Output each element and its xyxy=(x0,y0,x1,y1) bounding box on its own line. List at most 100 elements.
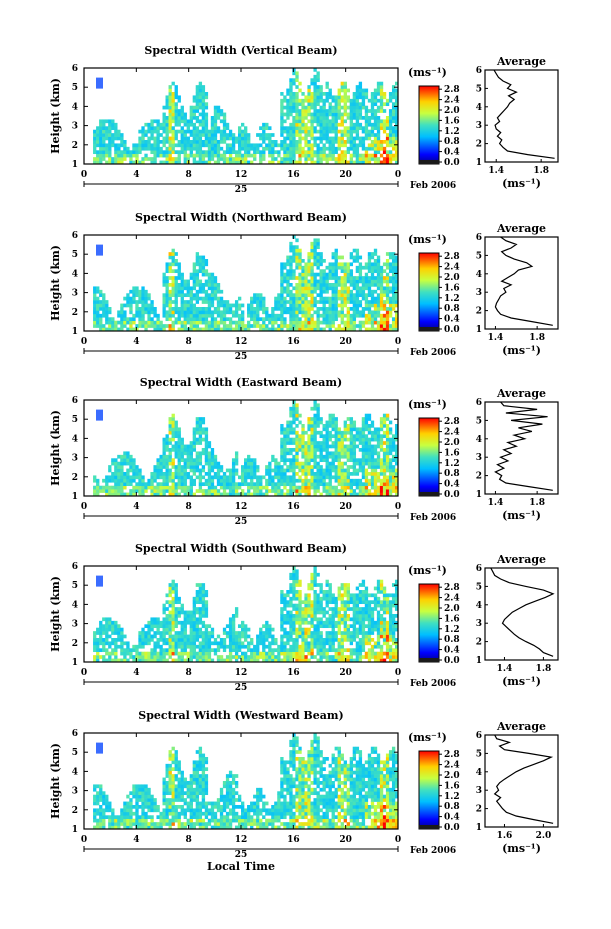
heatmap-cell xyxy=(253,300,257,304)
heatmap-cell xyxy=(325,307,329,311)
heatmap-cell xyxy=(268,478,272,483)
heatmap-cell xyxy=(319,307,323,311)
heatmap-cell xyxy=(343,150,347,155)
heatmap-cell xyxy=(274,327,278,332)
heatmap-cell xyxy=(183,157,187,161)
heatmap-cell xyxy=(198,259,203,263)
heatmap-cell xyxy=(352,286,357,291)
heatmap-cell xyxy=(280,489,284,493)
heatmap-cell xyxy=(135,648,139,653)
heatmap-cell xyxy=(352,444,357,449)
heatmap-cell xyxy=(391,92,396,96)
heatmap-cell xyxy=(325,444,329,449)
heatmap-cell xyxy=(280,102,284,107)
heatmap-cell xyxy=(322,434,326,439)
heatmap-cell xyxy=(219,644,224,649)
heatmap-cell xyxy=(138,634,142,639)
heatmap-cell xyxy=(174,320,178,325)
heatmap-cell xyxy=(237,644,242,649)
heatmap-cell xyxy=(310,255,314,260)
heatmap-cell xyxy=(382,424,387,428)
heatmap-cell xyxy=(195,105,200,110)
heatmap-cell xyxy=(364,286,369,291)
heatmap-cell xyxy=(307,129,311,134)
heatmap-cell xyxy=(126,468,130,473)
heatmap-cell xyxy=(343,85,347,89)
heatmap-cell xyxy=(192,478,197,483)
heatmap-cell xyxy=(231,627,236,632)
heatmap-cell xyxy=(352,98,357,103)
heatmap-cell xyxy=(325,272,329,277)
heatmap-cell xyxy=(301,307,305,311)
heatmap-cell xyxy=(180,129,184,134)
heatmap-cell xyxy=(358,126,363,131)
heatmap-cell xyxy=(361,116,366,120)
heatmap-cell xyxy=(189,631,193,635)
heatmap-cell xyxy=(301,465,305,469)
heatmap-cell xyxy=(337,441,341,445)
heatmap-cell xyxy=(265,655,269,659)
heatmap-cell xyxy=(102,126,106,131)
heatmap-cell xyxy=(207,651,212,656)
heatmap-cell xyxy=(307,95,311,100)
heatmap-cell xyxy=(168,610,172,615)
heatmap-cell xyxy=(162,310,166,315)
heatmap-cell xyxy=(337,327,341,332)
profile-x-axis-label: (ms⁻¹) xyxy=(502,344,541,357)
heatmap-cell xyxy=(382,307,387,311)
heatmap-cell xyxy=(147,129,151,134)
heatmap-cell xyxy=(186,634,190,639)
heatmap-cell xyxy=(355,279,360,284)
heatmap-cell xyxy=(346,286,350,291)
heatmap-cell xyxy=(361,140,366,144)
heatmap-cell xyxy=(391,126,396,131)
heatmap-cell xyxy=(385,489,390,493)
heatmap-cell xyxy=(93,136,97,141)
heatmap-cell xyxy=(186,475,190,480)
heatmap-cell xyxy=(364,146,369,151)
heatmap-cell xyxy=(313,95,317,100)
heatmap-cell xyxy=(135,465,139,469)
heatmap-cell xyxy=(322,112,326,117)
heatmap-cell xyxy=(301,320,305,325)
heatmap-cell xyxy=(120,648,124,653)
heatmap-cell xyxy=(165,489,169,493)
heatmap-cell xyxy=(168,126,172,131)
heatmap-cell xyxy=(280,327,284,332)
heatmap-cell xyxy=(355,444,360,449)
heatmap-cell xyxy=(358,465,363,469)
heatmap-cell xyxy=(334,272,338,277)
heatmap-cell xyxy=(99,133,103,137)
heatmap-cell xyxy=(280,133,284,137)
heatmap-cell xyxy=(99,327,103,332)
heatmap-cell xyxy=(331,153,335,158)
heatmap-cell xyxy=(256,489,260,493)
heatmap-cell xyxy=(343,430,347,435)
heatmap-cell xyxy=(216,150,221,155)
heatmap-cell xyxy=(325,320,329,325)
heatmap-cell xyxy=(141,310,145,315)
heatmap-cell xyxy=(271,478,275,483)
heatmap-cell xyxy=(250,300,254,304)
heatmap-cell xyxy=(111,119,115,124)
heatmap-cell xyxy=(141,489,145,493)
heatmap-cell xyxy=(114,489,118,493)
heatmap-cell xyxy=(141,482,145,487)
heatmap-cell xyxy=(253,317,257,322)
heatmap-cell xyxy=(259,300,263,304)
heatmap-cell xyxy=(241,641,245,646)
heatmap-cell xyxy=(126,658,130,663)
heatmap-cell xyxy=(331,313,335,318)
heatmap-cell xyxy=(346,320,350,325)
heatmap-cell xyxy=(376,105,381,110)
heatmap-cell xyxy=(382,160,387,165)
heatmap-cell xyxy=(171,638,175,642)
heatmap-cell xyxy=(379,482,384,487)
heatmap-cell xyxy=(231,136,236,141)
heatmap-cell xyxy=(388,157,393,161)
heatmap-cell xyxy=(274,489,278,493)
heatmap-cell xyxy=(292,140,296,144)
heatmap-cell xyxy=(295,492,299,497)
heatmap-cell xyxy=(177,451,181,456)
heatmap-cell xyxy=(271,458,275,463)
